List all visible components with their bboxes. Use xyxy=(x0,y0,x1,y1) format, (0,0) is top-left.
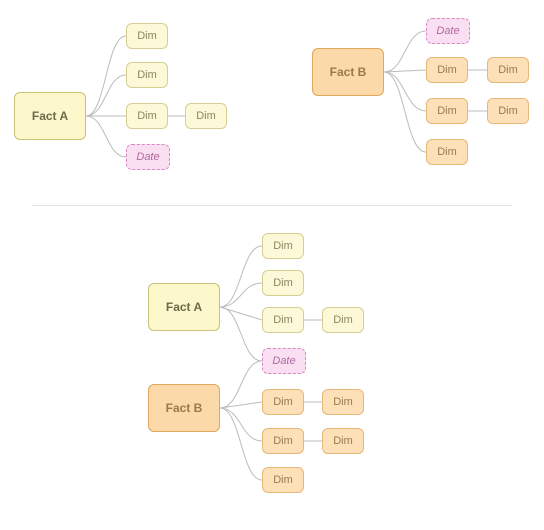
dim-node: Dim xyxy=(126,23,168,49)
dim-node: Dim xyxy=(185,103,227,129)
dim-node: Dim xyxy=(426,139,468,165)
dim-node: Dim xyxy=(262,270,304,296)
date-node: Date xyxy=(126,144,170,170)
dim-node: Dim xyxy=(426,57,468,83)
dim-node: Dim xyxy=(426,98,468,124)
dim-node: Dim xyxy=(126,62,168,88)
dim-node: Dim xyxy=(322,389,364,415)
fact-a-node: Fact A xyxy=(148,283,220,331)
dim-node: Dim xyxy=(262,428,304,454)
section-divider xyxy=(32,205,512,206)
dim-node: Dim xyxy=(322,307,364,333)
fact-b-node: Fact B xyxy=(312,48,384,96)
date-node: Date xyxy=(426,18,470,44)
dim-node: Dim xyxy=(487,98,529,124)
dim-node: Dim xyxy=(262,233,304,259)
dim-node: Dim xyxy=(487,57,529,83)
dim-node: Dim xyxy=(126,103,168,129)
dim-node: Dim xyxy=(262,389,304,415)
date-node: Date xyxy=(262,348,306,374)
dim-node: Dim xyxy=(262,307,304,333)
dim-node: Dim xyxy=(322,428,364,454)
dim-node: Dim xyxy=(262,467,304,493)
fact-b-node: Fact B xyxy=(148,384,220,432)
fact-a-node: Fact A xyxy=(14,92,86,140)
